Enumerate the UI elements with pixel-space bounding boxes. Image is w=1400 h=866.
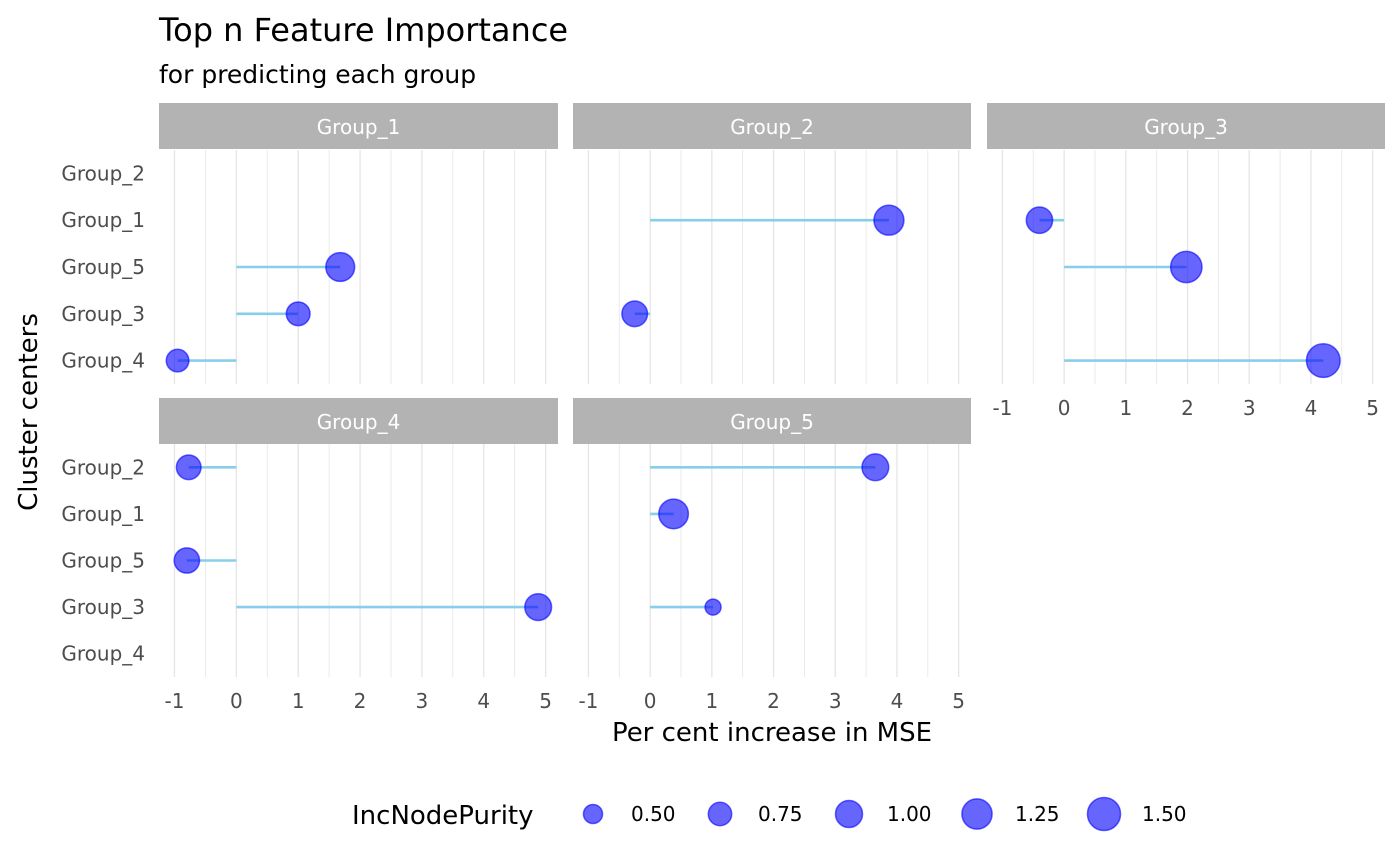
- facet-panel: Group_3 -1 0 1 2 3 4 5: [987, 103, 1385, 420]
- strip-background: [159, 398, 558, 444]
- x-tick-label: 3: [829, 689, 842, 713]
- legend-key: [961, 798, 993, 830]
- lollipop-point: [175, 454, 202, 481]
- lollipop-point: [325, 251, 356, 283]
- x-tick-label: -1: [164, 689, 184, 713]
- x-tick-label: 1: [1119, 396, 1132, 420]
- facet-panel: Group_2: [573, 103, 971, 384]
- lollipop-point: [524, 592, 553, 622]
- y-tick-label: Group_4: [61, 349, 145, 373]
- y-tick-label: Group_1: [61, 502, 145, 526]
- x-tick-label: 0: [644, 689, 657, 713]
- lollipop-point: [173, 547, 201, 574]
- legend-title: IncNodePurity: [352, 801, 534, 831]
- strip-background: [987, 103, 1385, 149]
- y-tick-label: Group_2: [61, 161, 145, 185]
- legend-label: 0.50: [631, 802, 676, 826]
- y-tick-label: Group_5: [61, 255, 145, 279]
- legend-label: 0.75: [758, 802, 803, 826]
- chart-subtitle: for predicting each group: [159, 60, 476, 89]
- x-tick-label: 2: [1181, 396, 1194, 420]
- x-tick-label: 5: [952, 689, 965, 713]
- x-tick-label: -1: [992, 396, 1012, 420]
- strip-label: Group_3: [1144, 115, 1228, 139]
- facet-panel: Group_1 Group_2 Group_1 Group_5 Group_3 Group…: [61, 103, 558, 384]
- strip-background: [573, 398, 971, 444]
- lollipop-point: [861, 453, 890, 482]
- x-tick-label: 1: [705, 689, 718, 713]
- x-tick-label: 3: [1243, 396, 1256, 420]
- y-tick-label: Group_2: [61, 455, 145, 479]
- lollipop-point: [621, 300, 649, 328]
- lollipop-point: [704, 598, 722, 616]
- x-tick-label: 0: [1058, 396, 1071, 420]
- strip-label: Group_1: [317, 115, 401, 139]
- x-tick-label: 5: [539, 689, 552, 713]
- lollipop-point: [285, 301, 311, 327]
- lollipop-point: [1305, 343, 1341, 379]
- size-legend: IncNodePurity 0.50 0.75 1.00 1.25 1.50: [352, 796, 1187, 832]
- y-tick-label: Group_5: [61, 549, 145, 573]
- strip-background: [573, 103, 971, 149]
- lollipop-point: [1169, 250, 1203, 284]
- legend-label: 1.25: [1015, 802, 1060, 826]
- x-tick-label: -1: [578, 689, 598, 713]
- legend-key: [834, 799, 864, 829]
- x-tick-label: 3: [416, 689, 429, 713]
- x-tick-label: 0: [230, 689, 243, 713]
- legend-key: [1086, 796, 1122, 832]
- facet-panels: Group_1Group_2Group_1Group_5Group_3Group…: [61, 103, 1385, 713]
- x-tick-label: 4: [891, 689, 904, 713]
- x-tick-label: 1: [292, 689, 305, 713]
- facet-panel: Group_5 -1 0 1 2 3 4 5: [573, 398, 971, 713]
- strip-label: Group_2: [730, 115, 814, 139]
- legend-key: [582, 803, 604, 825]
- legend-key: [707, 801, 733, 827]
- lollipop-point: [165, 348, 190, 373]
- strip-label: Group_5: [730, 410, 814, 434]
- strip-label: Group_4: [317, 410, 401, 434]
- legend-label: 1.00: [887, 802, 932, 826]
- lollipop-point: [1025, 206, 1054, 235]
- chart-title: Top n Feature Importance: [158, 11, 568, 49]
- x-tick-label: 5: [1366, 396, 1379, 420]
- legend-label: 1.50: [1142, 802, 1187, 826]
- x-tick-label: 4: [477, 689, 490, 713]
- x-tick-label: 4: [1305, 396, 1318, 420]
- y-axis-title: Cluster centers: [14, 313, 44, 511]
- y-tick-label: Group_1: [61, 208, 145, 232]
- y-tick-label: Group_3: [61, 595, 145, 619]
- x-tick-label: 2: [354, 689, 367, 713]
- lollipop-point: [873, 204, 905, 236]
- y-tick-label: Group_3: [61, 302, 145, 326]
- lollipop-point: [658, 498, 690, 530]
- facet-panel: Group_4 Group_2 Group_1 Group_5 Group_3 Group…: [61, 398, 558, 713]
- x-tick-label: 2: [767, 689, 780, 713]
- strip-background: [159, 103, 558, 149]
- x-axis-title: Per cent increase in MSE: [612, 718, 932, 748]
- y-tick-label: Group_4: [61, 642, 145, 666]
